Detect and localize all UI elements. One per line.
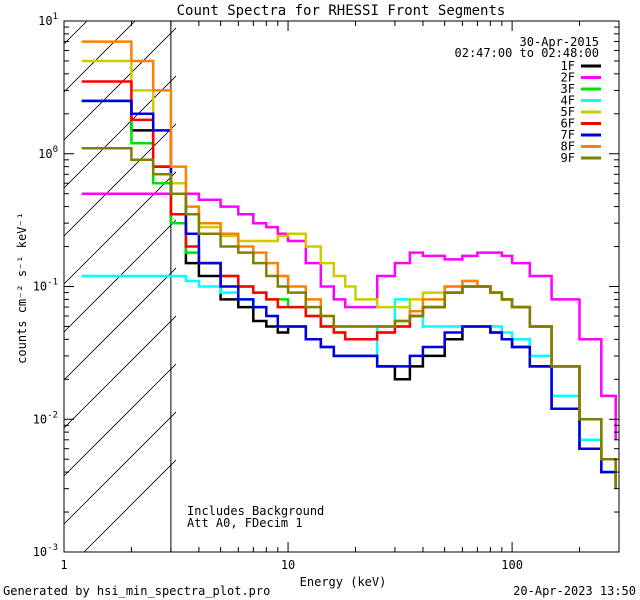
legend-label-7F: 7F (561, 128, 575, 142)
legend-label-1F: 1F (561, 59, 575, 73)
series-layer (81, 40, 617, 489)
y-axis-label: counts cm⁻² s⁻¹ keV⁻¹ (15, 212, 29, 364)
legend-label-8F: 8F (561, 140, 575, 154)
legend-label-4F: 4F (561, 94, 575, 108)
y-tick-label: 10-1 (33, 278, 58, 294)
y-tick-label: 10-3 (33, 543, 58, 559)
y-tick-label: 100 (38, 145, 58, 161)
annotation-background: Includes Background (187, 504, 324, 518)
y-tick-label: 101 (38, 12, 58, 28)
y-tick-label: 10-2 (33, 410, 58, 426)
x-axis-ticks: 1 10 100 (60, 21, 620, 572)
footer-timestamp: 20-Apr-2023 13:50 (513, 584, 636, 598)
legend-label-6F: 6F (561, 117, 575, 131)
date-label: 30-Apr-2015 (520, 35, 599, 49)
legend-label-9F: 9F (561, 151, 575, 165)
legend-label-2F: 2F (561, 71, 575, 85)
series-line-2F (81, 192, 617, 440)
x-tick-label: 100 (501, 558, 523, 572)
series-line-9F (81, 147, 617, 489)
x-axis-label: Energy (keV) (300, 575, 387, 589)
x-tick-label: 10 (281, 558, 295, 572)
footer-generator: Generated by hsi_min_spectra_plot.pro (3, 584, 270, 598)
series-line-7F (81, 99, 617, 489)
time-range-label: 02:47:00 to 02:48:00 (455, 46, 600, 60)
chart-title: Count Spectra for RHESSI Front Segments (177, 3, 506, 19)
legend-label-3F: 3F (561, 82, 575, 96)
y-axis-ticks: 101 100 10-1 10-2 10-3 (33, 12, 619, 559)
annotation-attenuator: Att A0, FDecim 1 (187, 516, 303, 530)
x-tick-label: 1 (60, 558, 67, 572)
legend-label-5F: 5F (561, 105, 575, 119)
